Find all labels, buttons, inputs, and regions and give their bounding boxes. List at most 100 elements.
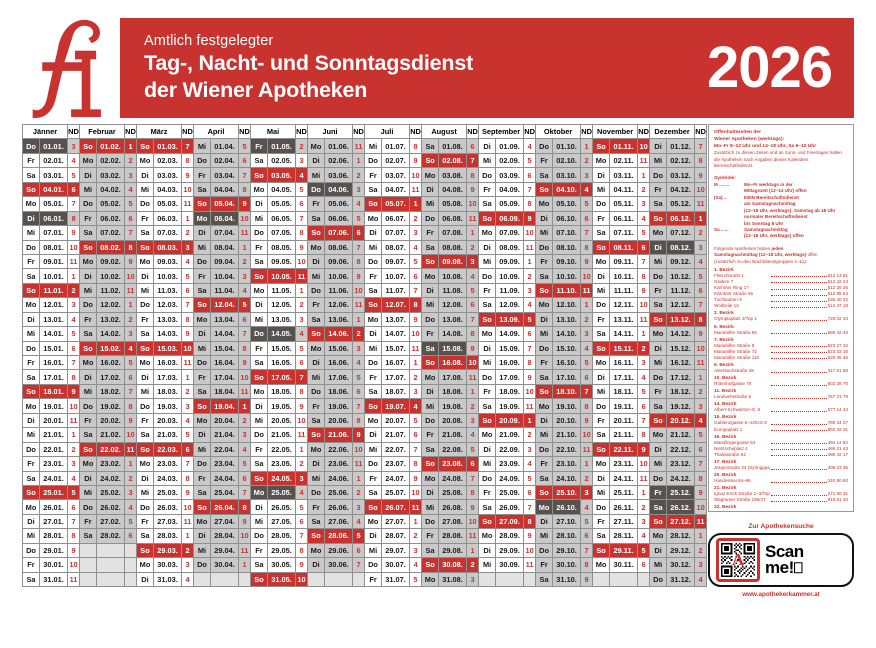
nd-group-cell[interactable]: 5 (352, 210, 366, 227)
nd-group-cell[interactable]: 1 (352, 152, 366, 169)
date-cell[interactable]: 26.05. (266, 499, 297, 515)
date-cell[interactable]: 15.02. (96, 340, 125, 357)
weekday-cell[interactable]: Di (478, 340, 497, 357)
weekday-cell[interactable]: Mi (79, 484, 97, 501)
weekday-cell[interactable]: Mi (364, 138, 383, 154)
weekday-cell[interactable]: So (592, 441, 611, 458)
date-cell[interactable]: 07.05. (266, 225, 297, 241)
weekday-cell[interactable]: Do (22, 138, 40, 154)
nd-group-cell[interactable]: 9 (523, 369, 537, 385)
date-cell[interactable]: 02.12. (666, 152, 696, 169)
weekday-cell[interactable]: Sa (649, 398, 668, 414)
nd-group-cell[interactable]: 7 (523, 499, 537, 515)
nd-group-cell[interactable]: 10 (637, 138, 651, 154)
date-cell[interactable]: 20.09. (495, 412, 525, 429)
date-cell[interactable]: 17.10. (552, 369, 582, 385)
date-cell[interactable]: 27.06. (324, 513, 354, 530)
date-cell[interactable]: 01.10. (552, 138, 582, 154)
nd-group-cell[interactable]: 8 (580, 557, 594, 573)
weekday-cell[interactable]: Mi (307, 369, 326, 385)
nd-group-cell[interactable]: 5 (637, 383, 651, 400)
weekday-cell[interactable]: Mo (421, 470, 440, 486)
weekday-cell[interactable]: Mi (250, 412, 268, 429)
nd-group-cell[interactable]: 2 (295, 297, 309, 313)
nd-group-cell[interactable]: 3 (181, 557, 194, 573)
weekday-cell[interactable]: So (250, 268, 268, 284)
date-cell[interactable]: 29.03. (153, 542, 182, 559)
nd-group-cell[interactable]: 11 (67, 412, 80, 429)
weekday-cell[interactable]: Di (136, 369, 154, 385)
date-cell[interactable]: 31.03. (153, 571, 182, 588)
nd-group-cell[interactable]: 4 (580, 340, 594, 357)
date-cell[interactable]: 13.01. (39, 311, 68, 328)
nd-group-cell[interactable]: 11 (124, 441, 137, 458)
nd-group-cell[interactable]: 10 (637, 297, 651, 313)
nd-group-cell[interactable]: 5 (295, 340, 309, 357)
nd-group-cell[interactable]: 9 (466, 499, 480, 515)
weekday-cell[interactable]: Mo (250, 383, 268, 400)
weekday-cell[interactable]: Mo (421, 571, 440, 588)
date-cell[interactable]: 07.03. (153, 225, 182, 241)
date-cell[interactable]: 06.06. (324, 210, 354, 227)
nd-group-cell[interactable]: 2 (523, 268, 537, 284)
date-cell[interactable]: 09.03. (153, 253, 182, 270)
date-cell[interactable]: 12.08. (438, 297, 468, 313)
date-cell[interactable]: 13.11. (609, 311, 639, 328)
nd-group-cell[interactable]: 10 (295, 412, 309, 429)
weekday-cell[interactable]: Mi (364, 340, 383, 357)
date-cell[interactable]: 18.02. (96, 383, 125, 400)
date-cell[interactable]: 28.09. (495, 528, 525, 544)
date-cell[interactable]: 26.04. (210, 499, 239, 515)
nd-group-cell[interactable]: 5 (523, 311, 537, 328)
date-cell[interactable]: 13.04. (210, 311, 239, 328)
weekday-cell[interactable]: So (649, 210, 668, 227)
nd-group-cell[interactable]: 6 (466, 138, 480, 154)
weekday-cell[interactable]: Mi (421, 196, 440, 212)
nd-group-cell[interactable]: 9 (523, 528, 537, 544)
nd-group-cell[interactable]: 6 (295, 354, 309, 371)
nd-group-cell[interactable]: 3 (124, 326, 137, 342)
date-cell[interactable]: 18.04. (210, 383, 239, 400)
weekday-cell[interactable]: Di (250, 499, 268, 515)
weekday-cell[interactable]: Fr (22, 354, 40, 371)
nd-group-cell[interactable]: 1 (637, 326, 651, 342)
weekday-cell[interactable]: So (421, 152, 440, 169)
weekday-cell[interactable]: So (592, 340, 611, 357)
nd-group-cell[interactable]: 4 (523, 297, 537, 313)
date-cell[interactable]: 28.02. (96, 528, 125, 544)
nd-group-cell[interactable]: 1 (295, 441, 309, 458)
nd-group-cell[interactable]: 9 (694, 326, 708, 342)
weekday-cell[interactable]: Do (649, 167, 668, 183)
weekday-cell[interactable]: Fr (478, 484, 497, 501)
nd-group-cell[interactable]: 5 (67, 484, 80, 501)
nd-group-cell[interactable]: 4 (124, 181, 137, 198)
weekday-cell[interactable]: Mo (535, 398, 554, 414)
date-cell[interactable]: 23.12. (666, 456, 696, 472)
weekday-cell[interactable]: Do (649, 268, 668, 284)
date-cell[interactable]: 06.05. (266, 210, 297, 227)
weekday-cell[interactable]: Di (22, 311, 40, 328)
nd-group-cell[interactable]: 11 (124, 282, 137, 299)
weekday-cell[interactable]: Di (79, 369, 97, 385)
nd-group-cell[interactable]: 1 (523, 412, 537, 429)
weekday-cell[interactable]: Mi (136, 282, 154, 299)
date-cell[interactable]: 11.10. (552, 282, 582, 299)
nd-group-cell[interactable]: 3 (466, 412, 480, 429)
nd-group-cell[interactable]: 6 (466, 297, 480, 313)
weekday-cell[interactable]: Mo (478, 225, 497, 241)
weekday-cell[interactable]: Mi (478, 152, 497, 169)
nd-group-cell[interactable]: 2 (637, 499, 651, 515)
nd-group-cell[interactable]: 4 (409, 557, 423, 573)
nd-group-cell[interactable]: 2 (637, 340, 651, 357)
weekday-cell[interactable]: Mo (421, 167, 440, 183)
date-cell[interactable]: 24.07. (381, 470, 411, 486)
weekday-cell[interactable]: Sa (22, 369, 40, 385)
date-cell[interactable]: 14.02. (96, 326, 125, 342)
nd-group-cell[interactable]: 7 (409, 441, 423, 458)
weekday-cell[interactable]: Sa (421, 138, 440, 154)
nd-group-cell[interactable]: 7 (238, 326, 251, 342)
nd-group-cell[interactable]: 11 (523, 557, 537, 573)
weekday-cell[interactable]: Mo (307, 441, 326, 458)
weekday-cell[interactable]: Sa (79, 427, 97, 443)
nd-group-cell[interactable]: 3 (580, 326, 594, 342)
